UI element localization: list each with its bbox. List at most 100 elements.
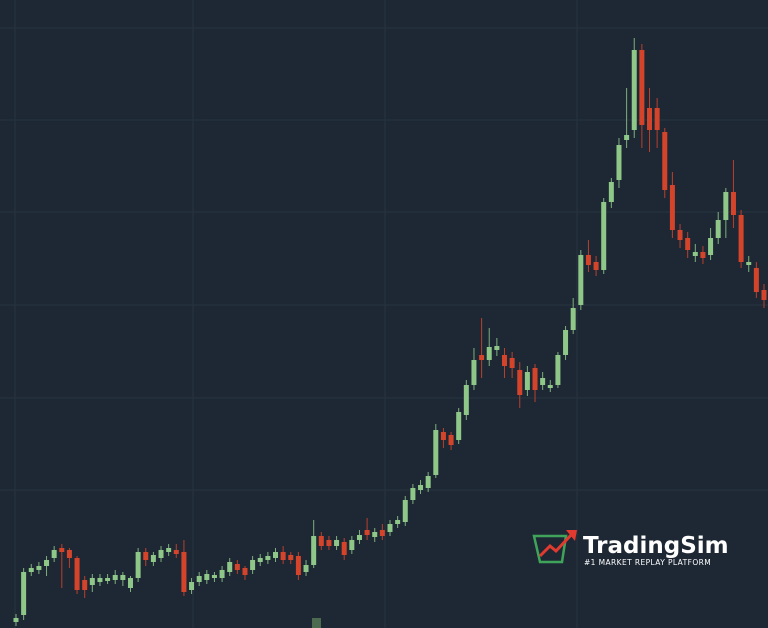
candle-body — [486, 347, 492, 360]
candle-body — [120, 575, 126, 580]
candle-body — [196, 576, 202, 582]
candle-body — [524, 372, 530, 390]
candle-body — [356, 535, 362, 540]
candle-body — [166, 548, 172, 552]
candle-body — [28, 568, 34, 572]
candle-body — [158, 550, 164, 558]
candle-body — [593, 262, 599, 270]
candle-body — [730, 192, 736, 215]
candle-body — [105, 578, 111, 581]
candle-body — [509, 358, 515, 368]
candle-body — [280, 552, 286, 560]
candle-body — [13, 618, 19, 622]
candle-body — [608, 182, 614, 202]
candle-body — [631, 50, 637, 130]
candle-body — [456, 412, 462, 440]
candle-body — [402, 500, 408, 522]
candle-body — [211, 575, 217, 578]
candle-body — [738, 215, 744, 262]
candle-body — [761, 290, 767, 300]
candles — [13, 38, 767, 626]
candle-body — [349, 540, 355, 550]
candle-body — [59, 548, 65, 552]
candle-body — [257, 558, 263, 562]
candle-body — [189, 582, 195, 590]
candle-body — [395, 520, 401, 524]
candle-body — [311, 536, 317, 565]
candle-body — [479, 355, 485, 360]
candle-body — [624, 135, 630, 140]
candle-body — [318, 536, 324, 546]
candle-body — [601, 202, 607, 270]
candle-body — [563, 330, 569, 355]
candle-body — [364, 530, 370, 535]
candle-body — [647, 108, 653, 130]
candle-body — [74, 558, 80, 590]
candle-body — [685, 238, 691, 250]
candle-body — [418, 485, 424, 490]
candle-body — [471, 360, 477, 385]
candle-body — [715, 220, 721, 238]
candle-body — [463, 385, 469, 415]
candle-body — [227, 562, 233, 572]
candle-body — [532, 368, 538, 390]
candle-body — [700, 252, 706, 258]
logo-arrow-head — [566, 530, 577, 541]
candle-body — [616, 145, 622, 180]
candle-body — [242, 568, 248, 575]
logo-tagline: #1 MARKET REPLAY PLATFORM — [584, 558, 711, 567]
candle-body — [448, 435, 454, 445]
candle-body — [379, 530, 385, 536]
candle-body — [433, 430, 439, 475]
logo-icon — [532, 534, 568, 564]
candle-body — [669, 185, 675, 230]
candle-body — [250, 560, 256, 570]
candle-body — [578, 255, 584, 305]
candle-body — [387, 524, 393, 532]
candle-body — [181, 552, 187, 592]
candle-body — [425, 476, 431, 488]
candle-body — [97, 578, 103, 582]
candle-body — [547, 385, 553, 388]
candle-body — [654, 108, 660, 130]
candle-body — [334, 540, 340, 546]
candle-body — [341, 542, 347, 555]
candle-body — [585, 255, 591, 265]
candle-body — [692, 252, 698, 256]
candle-body — [639, 50, 645, 125]
candle-body — [501, 355, 507, 366]
candle-body — [540, 378, 546, 385]
candle-body — [127, 578, 133, 588]
candle-body — [662, 132, 668, 190]
logo-arrow — [538, 532, 574, 558]
candle-body — [112, 575, 118, 580]
candle-body — [570, 308, 576, 330]
candle-body — [708, 238, 714, 255]
logo-name: TradingSim — [583, 533, 729, 559]
candle-body — [494, 346, 500, 350]
candle-body — [150, 555, 156, 562]
volume-stub — [312, 618, 321, 628]
candle-body — [44, 560, 50, 566]
candle-body — [723, 192, 729, 220]
candle-body — [66, 550, 72, 558]
candle-body — [82, 580, 88, 590]
candle-body — [234, 564, 240, 570]
candle-body — [372, 532, 378, 537]
candle-body — [204, 574, 210, 580]
candle-body — [143, 552, 149, 560]
logo: TradingSim #1 MARKET REPLAY PLATFORM — [532, 530, 729, 567]
candle-body — [265, 556, 271, 560]
candle-body — [295, 556, 301, 575]
candle-body — [746, 262, 752, 265]
candle-body — [517, 370, 523, 395]
candle-body — [753, 268, 759, 292]
candle-body — [36, 566, 42, 570]
candle-body — [273, 552, 279, 558]
candle-body — [21, 572, 27, 615]
candle-body — [303, 565, 309, 572]
candle-body — [677, 230, 683, 240]
candle-body — [440, 432, 446, 440]
